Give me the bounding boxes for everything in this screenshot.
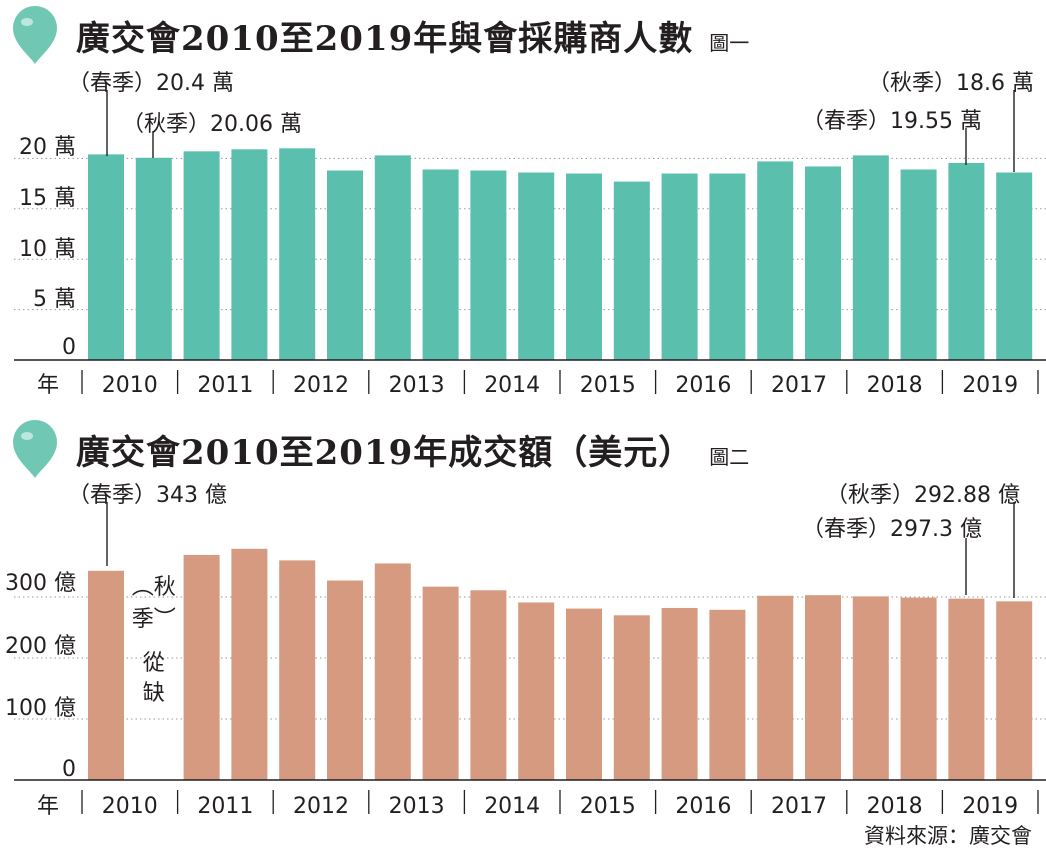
x-tick-label: 2017 xyxy=(771,373,827,398)
data-label: （春季）297.3 億 xyxy=(802,517,982,542)
y-tick-label: 15 萬 xyxy=(19,186,76,211)
bar-2017-spring xyxy=(757,595,794,780)
chart2-figure-label: 圖二 xyxy=(709,444,750,469)
bar-2016-spring xyxy=(661,173,698,360)
x-tick-label: 2012 xyxy=(293,373,349,398)
chart1-title-row: 廣交會2010至2019年與會採購商人數 圖一 xyxy=(10,6,749,64)
x-tick-label: 2011 xyxy=(197,373,253,398)
chart1-title: 廣交會2010至2019年與會採購商人數 xyxy=(76,18,694,59)
bar-2013-spring xyxy=(374,155,411,360)
x-tick-label: 2017 xyxy=(771,794,827,819)
x-tick-label: 2012 xyxy=(293,794,349,819)
x-tick-label: 2014 xyxy=(484,373,540,398)
bar-2018-spring xyxy=(852,155,889,360)
bar-2015-autumn xyxy=(613,181,650,360)
y-tick-label: 0 xyxy=(62,757,76,782)
y-tick-label: 300 億 xyxy=(5,571,76,596)
bar-2012-autumn xyxy=(327,170,363,360)
bar-2013-autumn xyxy=(422,586,459,780)
bar-2019-spring xyxy=(948,598,985,780)
missing-data-note: 從 xyxy=(143,651,165,676)
data-label: （春季）19.55 萬 xyxy=(802,109,982,134)
bar-2012-spring xyxy=(279,148,316,360)
x-tick-label: 2015 xyxy=(580,373,636,398)
y-tick-label: 200 億 xyxy=(5,634,76,659)
x-tick-label: 2019 xyxy=(962,794,1018,819)
bar-2017-autumn xyxy=(805,595,841,780)
bar-2017-autumn xyxy=(805,166,841,360)
missing-data-note: 缺 xyxy=(143,681,165,706)
x-tick-label: 2013 xyxy=(389,373,445,398)
teardrop-icon xyxy=(13,6,57,64)
bar-2010-spring xyxy=(88,154,124,360)
bar-2015-spring xyxy=(566,173,602,360)
bar-2012-autumn xyxy=(327,580,363,780)
bar-2012-spring xyxy=(279,560,316,780)
bar-2014-autumn xyxy=(518,172,555,360)
x-tick-label: 2013 xyxy=(389,794,445,819)
y-tick-label: 0 xyxy=(62,335,76,360)
data-label: （春季）343 億 xyxy=(68,483,227,508)
bar-2019-spring xyxy=(948,162,985,360)
bar-2010-spring xyxy=(88,570,124,780)
x-tick-label: 2018 xyxy=(867,794,923,819)
data-label: （秋季）292.88 億 xyxy=(826,483,1020,508)
x-tick-label: 2019 xyxy=(962,373,1018,398)
bar-2014-autumn xyxy=(518,602,555,780)
bar-2011-spring xyxy=(183,554,220,780)
bar-2018-autumn xyxy=(900,169,937,360)
y-tick-label: 10 萬 xyxy=(19,237,76,262)
x-tick-label: 2018 xyxy=(867,373,923,398)
y-tick-label: 5 萬 xyxy=(33,287,76,312)
chart2-title-row: 廣交會2010至2019年成交額（美元） 圖二 xyxy=(10,420,749,478)
bar-2017-spring xyxy=(757,161,794,360)
data-label: （秋季）18.6 萬 xyxy=(868,71,1034,96)
y-tick-label: 20 萬 xyxy=(19,135,76,160)
bar-2016-autumn xyxy=(709,609,746,780)
x-tick-label: 2016 xyxy=(675,794,731,819)
x-tick-label: 2011 xyxy=(197,794,253,819)
x-axis-label: 年 xyxy=(37,373,59,398)
bar-2015-spring xyxy=(566,608,602,780)
bar-2013-autumn xyxy=(422,169,459,360)
x-axis-label: 年 xyxy=(37,794,59,819)
bar-2011-autumn xyxy=(231,548,268,780)
bar-2011-spring xyxy=(183,151,220,360)
y-tick-label: 100 億 xyxy=(5,696,76,721)
missing-data-note: 季︶ xyxy=(132,607,176,632)
bar-2019-autumn xyxy=(996,601,1033,780)
x-tick-label: 2015 xyxy=(580,794,636,819)
teardrop-icon xyxy=(13,420,57,478)
missing-data-note: ︵秋 xyxy=(132,575,176,600)
source-note: 資料來源：廣交會 xyxy=(864,824,1032,848)
bar-2011-autumn xyxy=(231,149,268,360)
bar-2018-spring xyxy=(852,596,889,780)
bar-2018-autumn xyxy=(900,597,937,780)
bar-2019-autumn xyxy=(996,172,1033,360)
bar-2016-spring xyxy=(661,607,698,780)
x-tick-label: 2010 xyxy=(102,373,158,398)
chart2-title: 廣交會2010至2019年成交額（美元） xyxy=(76,432,694,473)
data-label: （秋季）20.06 萬 xyxy=(122,112,302,137)
x-tick-label: 2010 xyxy=(102,794,158,819)
x-tick-label: 2014 xyxy=(484,794,540,819)
data-label: （春季）20.4 萬 xyxy=(68,71,234,96)
bar-2013-spring xyxy=(374,563,411,780)
bar-2016-autumn xyxy=(709,173,746,360)
bar-2014-spring xyxy=(470,590,507,780)
chart1-figure-label: 圖一 xyxy=(709,30,750,55)
bar-2010-autumn xyxy=(135,157,172,360)
buyers-bar-chart: 0 5 萬 10 萬 15 萬 20 萬年 2010 2011 2012 2013 2014 201… xyxy=(14,71,1046,398)
bar-2014-spring xyxy=(470,170,507,360)
bar-2015-autumn xyxy=(613,615,650,780)
x-tick-label: 2016 xyxy=(675,373,731,398)
